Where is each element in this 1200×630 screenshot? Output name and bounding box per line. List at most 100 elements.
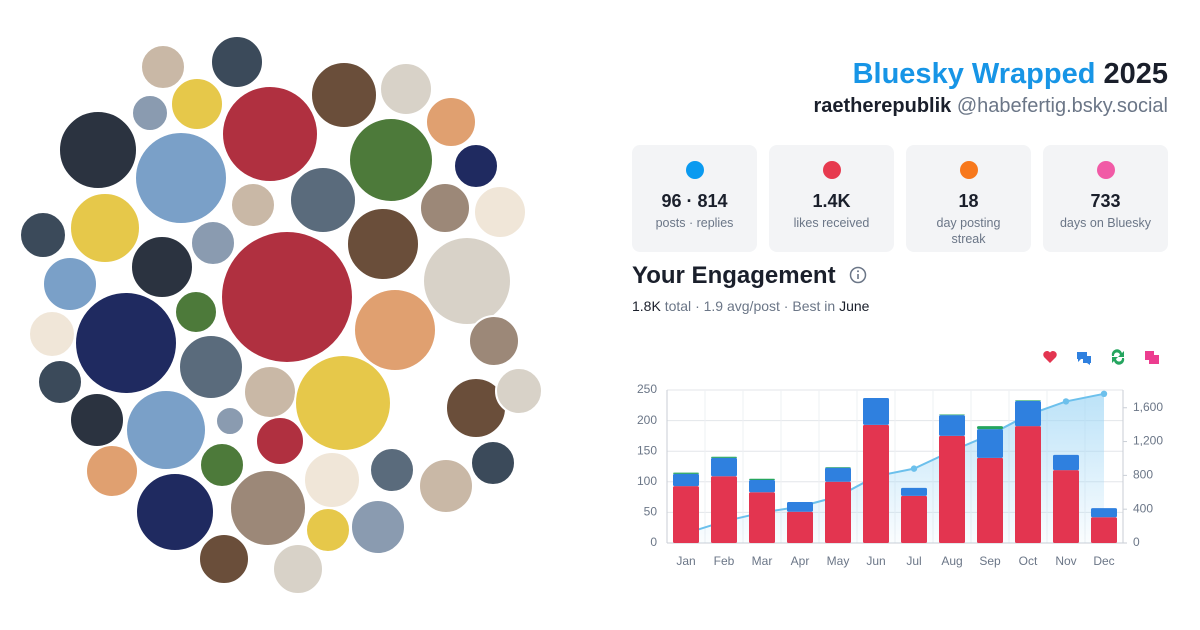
bar-segment: [787, 511, 813, 543]
avatar[interactable]: [470, 440, 516, 486]
y-tick-label: 200: [637, 413, 657, 427]
avatar[interactable]: [221, 85, 319, 183]
legend-icon[interactable]: [1043, 351, 1057, 363]
avatar[interactable]: [170, 77, 224, 131]
bar-segment: [1015, 401, 1041, 427]
stat-label: day posting streak: [936, 216, 1001, 246]
y-tick-label: 100: [637, 474, 657, 488]
avatar[interactable]: [255, 416, 305, 466]
avatar[interactable]: [42, 256, 98, 312]
legend-icon[interactable]: [1145, 351, 1159, 364]
avatar[interactable]: [85, 444, 139, 498]
avatar[interactable]: [220, 230, 354, 364]
bar-segment: [939, 435, 965, 543]
stat-value: 96 · 814: [661, 191, 728, 211]
avatar[interactable]: [303, 451, 361, 509]
legend-glyph: [1111, 349, 1125, 365]
title-year: 2025: [1103, 58, 1168, 90]
avatar[interactable]: [495, 367, 543, 415]
stat-icon: [1096, 161, 1115, 179]
avatar[interactable]: [198, 533, 250, 585]
bar-segment: [901, 487, 927, 496]
avatar[interactable]: [379, 62, 433, 116]
legend-glyph: [1043, 351, 1057, 363]
y2-tick-label: 400: [1133, 501, 1153, 515]
avatar[interactable]: [190, 220, 236, 266]
avatar[interactable]: [199, 442, 245, 488]
avatar[interactable]: [215, 406, 245, 436]
avatar[interactable]: [294, 354, 392, 452]
stat-icon: [685, 161, 704, 179]
avatar[interactable]: [28, 310, 76, 358]
avatar[interactable]: [346, 207, 420, 281]
avatar[interactable]: [348, 117, 434, 203]
icon-shape: [685, 161, 704, 179]
avatar[interactable]: [174, 290, 218, 334]
avatar[interactable]: [134, 131, 228, 225]
avatar[interactable]: [419, 182, 471, 234]
avatar[interactable]: [473, 185, 527, 239]
stat-card: 733 days on Bluesky: [1043, 145, 1168, 252]
avatar[interactable]: [130, 235, 194, 299]
avatar[interactable]: [350, 499, 406, 555]
sep: ·: [783, 298, 789, 314]
bar-segment: [825, 467, 851, 482]
avatar[interactable]: [58, 110, 138, 190]
bar-segment: [977, 457, 1003, 543]
x-tick-label: Apr: [791, 554, 810, 568]
y2-tick-label: 1,600: [1133, 400, 1163, 414]
display-name: raetherepublik: [813, 95, 952, 117]
avatar[interactable]: [369, 447, 415, 493]
legend-icon[interactable]: [1077, 352, 1091, 365]
title-brand: Bluesky Wrapped: [852, 58, 1096, 90]
bar-segment: [673, 473, 699, 487]
avatar[interactable]: [210, 35, 264, 89]
stat-value: 18: [958, 191, 979, 211]
icon-shape: [959, 161, 978, 179]
best-month: June: [839, 298, 870, 314]
avatar[interactable]: [243, 365, 297, 419]
bar-segment: [939, 415, 965, 436]
bar-segment: [787, 501, 813, 512]
bar-segment: [863, 397, 889, 425]
icon-shape: [822, 161, 841, 179]
x-tick-label: May: [827, 554, 850, 568]
avatar[interactable]: [305, 507, 351, 553]
avatar[interactable]: [19, 211, 67, 259]
bar-segment: [711, 456, 737, 458]
info-icon[interactable]: [848, 265, 868, 285]
avatar[interactable]: [74, 291, 178, 395]
best-label: Best in: [792, 298, 836, 314]
avatar[interactable]: [69, 392, 125, 448]
avatar[interactable]: [229, 469, 307, 547]
avatar[interactable]: [289, 166, 357, 234]
avatar[interactable]: [131, 94, 169, 132]
bar-segment: [939, 414, 965, 416]
avatar[interactable]: [353, 288, 437, 372]
avatar[interactable]: [178, 334, 244, 400]
bar-segment: [863, 424, 889, 543]
bar-segment: [711, 476, 737, 543]
avatar[interactable]: [310, 61, 378, 129]
avatar[interactable]: [453, 143, 499, 189]
avatar[interactable]: [140, 44, 186, 90]
avg: 1.9 avg/post: [703, 298, 780, 314]
x-tick-label: Oct: [1019, 554, 1038, 568]
avatar[interactable]: [468, 315, 520, 367]
bar-segment: [749, 479, 775, 493]
avatar[interactable]: [272, 543, 324, 595]
point: [1100, 390, 1108, 398]
avatar[interactable]: [418, 458, 474, 514]
avatar[interactable]: [422, 236, 512, 326]
y-tick-label: 50: [644, 505, 658, 519]
legend-icon[interactable]: [1111, 349, 1125, 365]
header: Bluesky Wrapped 2025 raetherepublik @hab…: [813, 58, 1168, 118]
avatar[interactable]: [230, 182, 276, 228]
avatar[interactable]: [425, 96, 477, 148]
avatar[interactable]: [125, 389, 207, 471]
avatar[interactable]: [69, 192, 141, 264]
avatar[interactable]: [135, 472, 215, 552]
avatar[interactable]: [37, 359, 83, 405]
total-label: total: [664, 298, 692, 314]
